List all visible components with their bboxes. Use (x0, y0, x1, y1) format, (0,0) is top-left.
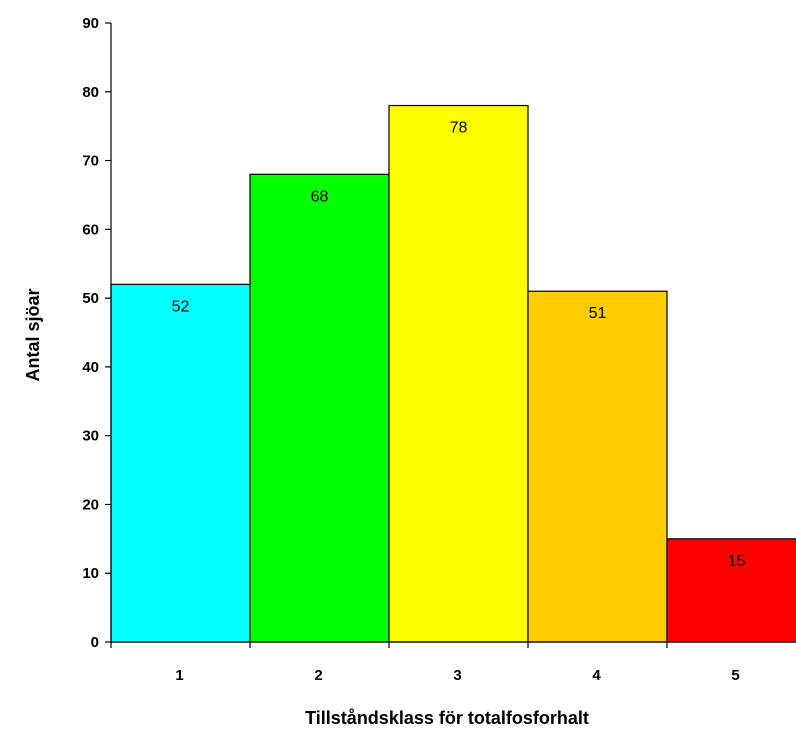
bar-1 (110, 283, 251, 643)
data-label-4: 51 (589, 305, 607, 322)
bars-group (110, 104, 796, 643)
y-tick-label-0: 0 (91, 634, 99, 651)
y-tick-label-50: 50 (82, 290, 99, 307)
y-tick-label-10: 10 (82, 565, 99, 582)
x-tick-label-5: 5 (731, 667, 739, 684)
y-tick-label-40: 40 (82, 359, 99, 376)
y-tick-label-60: 60 (82, 221, 99, 238)
data-label-2: 68 (311, 188, 329, 205)
x-tick-label-2: 2 (314, 667, 322, 684)
y-tick-label-20: 20 (82, 496, 99, 513)
data-label-3: 78 (450, 120, 468, 137)
data-label-1: 52 (172, 298, 190, 315)
bar-2 (249, 173, 390, 643)
data-label-5: 15 (728, 553, 746, 570)
x-tick-label-4: 4 (592, 667, 601, 684)
bar-5 (666, 538, 796, 643)
axes-group (105, 22, 796, 648)
y-axis-title: Antal sjöar (23, 288, 43, 381)
x-tick-label-1: 1 (175, 667, 183, 684)
y-tick-label-80: 80 (82, 84, 99, 101)
y-tick-label-70: 70 (82, 153, 99, 170)
labels-group: 52 68 78 51 15 0 10 20 30 40 50 60 70 80 90 1 2 3 4 5 (82, 15, 745, 684)
bar-3 (388, 104, 529, 643)
x-tick-label-3: 3 (453, 667, 461, 684)
x-axis-title: Tillståndsklass för totalfosforhalt (305, 708, 589, 728)
y-tick-label-90: 90 (82, 15, 99, 32)
bar-4 (527, 290, 668, 643)
y-tick-label-30: 30 (82, 428, 99, 445)
